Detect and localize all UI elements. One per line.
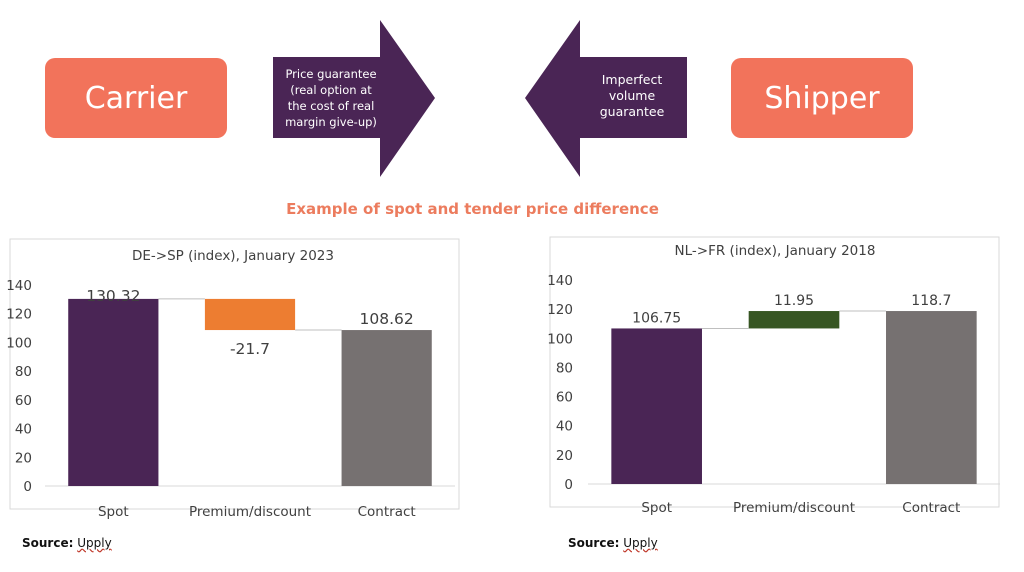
x-category-label: Premium/discount xyxy=(189,504,311,520)
volume-guarantee-arrow xyxy=(525,20,687,177)
price-guarantee-arrow xyxy=(273,20,435,177)
y-tick-label: 100 xyxy=(6,335,32,351)
y-tick-label: 0 xyxy=(23,479,32,495)
carrier-box: Carrier xyxy=(45,58,227,138)
shipper-box: Shipper xyxy=(731,58,913,138)
price-guarantee-text: Price guarantee (real option at the cost… xyxy=(285,67,377,129)
bar-premium-discount xyxy=(204,298,296,331)
y-tick-label: 20 xyxy=(556,448,573,464)
chart-nl-fr: NL->FR (index), January 2018 0 20 40 60 80 100… xyxy=(547,236,1000,516)
source-note-right: Source: Upply xyxy=(568,536,658,550)
carrier-label: Carrier xyxy=(84,80,188,116)
bar-contract xyxy=(341,330,432,486)
bar-spot xyxy=(611,328,702,484)
chart-title: NL->FR (index), January 2018 xyxy=(675,243,876,259)
y-tick-label: 100 xyxy=(547,331,573,347)
x-category-label: Contract xyxy=(902,500,960,516)
source-label: Source: xyxy=(22,536,74,550)
data-label: 108.62 xyxy=(360,310,414,328)
shipper-label: Shipper xyxy=(764,80,880,116)
y-tick-label: 140 xyxy=(6,278,32,294)
chart-de-sp: DE->SP (index), January 2023 0 20 40 60 80 100… xyxy=(6,238,460,520)
data-label: -21.7 xyxy=(230,340,270,358)
data-label: 106.75 xyxy=(632,310,681,326)
bar-contract xyxy=(886,311,977,484)
source-name: Upply xyxy=(623,536,658,550)
y-tick-label: 40 xyxy=(15,422,32,438)
y-tick-label: 140 xyxy=(547,273,573,289)
chart-frame xyxy=(9,238,460,510)
chart-title: DE->SP (index), January 2023 xyxy=(132,248,334,264)
y-tick-label: 60 xyxy=(556,390,573,406)
y-tick-label: 40 xyxy=(556,419,573,435)
chart-frame xyxy=(549,236,1000,508)
x-category-label: Spot xyxy=(98,504,129,520)
y-tick-label: 60 xyxy=(15,393,32,409)
y-tick-label: 0 xyxy=(564,477,573,493)
x-category-label: Spot xyxy=(641,500,672,516)
x-category-label: Premium/discount xyxy=(733,500,855,516)
section-subtitle: Example of spot and tender price differe… xyxy=(286,200,659,218)
data-label: 11.95 xyxy=(774,293,814,309)
source-note-left: Source: Upply xyxy=(22,536,112,550)
y-tick-label: 80 xyxy=(556,360,573,376)
x-category-label: Contract xyxy=(358,504,416,520)
y-tick-label: 120 xyxy=(6,307,32,323)
source-name: Upply xyxy=(77,536,112,550)
y-tick-label: 80 xyxy=(15,364,32,380)
bar-spot xyxy=(68,298,159,486)
data-label: 130.32 xyxy=(86,287,140,305)
y-tick-label: 20 xyxy=(15,450,32,466)
data-label: 118.7 xyxy=(911,293,951,309)
volume-guarantee-text: Imperfect volume guarantee xyxy=(599,72,665,119)
y-tick-label: 120 xyxy=(547,302,573,318)
source-label: Source: xyxy=(568,536,620,550)
bar-premium-discount xyxy=(748,311,840,329)
